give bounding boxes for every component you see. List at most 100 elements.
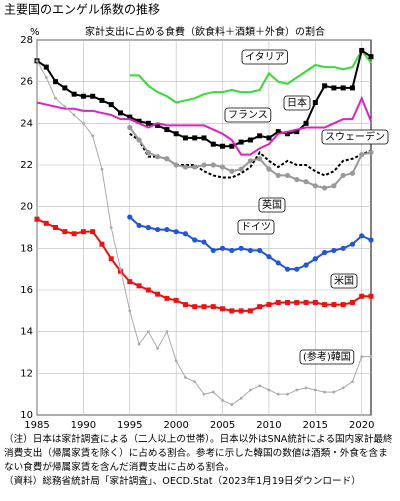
marker — [127, 279, 133, 285]
marker — [349, 241, 356, 247]
marker — [81, 121, 85, 125]
marker — [303, 262, 309, 268]
marker — [340, 85, 346, 91]
marker — [247, 137, 253, 143]
marker — [174, 359, 178, 363]
marker — [99, 97, 105, 103]
marker — [275, 300, 281, 305]
x-tick-label: 2020 — [349, 420, 374, 431]
marker — [219, 245, 226, 251]
marker — [284, 172, 291, 179]
marker — [238, 166, 244, 172]
marker — [351, 380, 354, 384]
marker — [340, 172, 346, 179]
legend-label: フランス — [228, 109, 268, 121]
marker — [266, 135, 272, 141]
marker — [54, 96, 57, 100]
marker — [359, 47, 365, 53]
marker — [368, 293, 374, 299]
marker — [322, 185, 328, 191]
marker — [71, 91, 77, 97]
marker — [238, 308, 244, 314]
marker — [322, 302, 328, 308]
marker — [312, 256, 318, 262]
marker — [257, 133, 263, 139]
marker — [322, 249, 328, 256]
marker — [332, 390, 336, 394]
marker — [257, 247, 263, 254]
marker — [266, 254, 272, 260]
marker — [229, 247, 235, 254]
marker — [136, 283, 142, 289]
series-label: 日本 — [283, 95, 311, 111]
marker — [368, 54, 374, 60]
series-line — [129, 48, 372, 104]
marker — [53, 79, 59, 85]
marker — [90, 93, 96, 99]
marker — [257, 304, 263, 310]
marker — [286, 392, 289, 396]
marker — [128, 309, 132, 313]
marker — [99, 241, 105, 247]
marker — [127, 214, 133, 220]
marker — [294, 176, 300, 183]
marker — [156, 346, 160, 350]
marker — [90, 229, 96, 235]
series-label: ドイツ — [237, 219, 275, 235]
marker — [211, 390, 215, 394]
marker — [145, 149, 151, 156]
marker — [155, 154, 161, 160]
marker — [192, 164, 198, 170]
marker — [182, 135, 188, 141]
marker — [331, 302, 337, 308]
marker — [248, 388, 252, 392]
marker — [202, 392, 206, 396]
marker — [100, 167, 104, 171]
marker — [43, 64, 49, 70]
marker — [312, 100, 318, 105]
legend-label: スウェーデン — [325, 130, 385, 143]
marker — [44, 76, 48, 79]
marker — [210, 247, 216, 254]
label-box — [321, 129, 389, 145]
marker — [359, 293, 365, 299]
x-tick-label: 1990 — [71, 420, 96, 431]
label-box — [258, 197, 286, 213]
marker — [155, 291, 161, 297]
x-tick-label: 2000 — [163, 420, 188, 431]
marker — [276, 392, 280, 396]
marker — [164, 127, 170, 133]
marker — [285, 300, 290, 305]
x-tick-label: 1995 — [117, 420, 142, 431]
marker — [108, 102, 114, 108]
label-box — [330, 273, 358, 289]
marker — [136, 222, 142, 229]
marker — [359, 233, 365, 239]
marker — [173, 229, 179, 235]
marker — [136, 137, 142, 143]
marker — [72, 113, 76, 117]
y-tick-label: 14 — [20, 327, 33, 338]
y-tick-label: 10 — [20, 410, 33, 421]
y-tick-label: 20 — [20, 202, 33, 213]
marker — [275, 172, 281, 179]
marker — [80, 229, 86, 235]
series-label: 英国 — [258, 197, 286, 213]
marker — [136, 118, 142, 124]
marker — [368, 149, 374, 156]
chart-title: 主要国のエンゲル係数の推移 — [4, 2, 160, 17]
marker — [91, 134, 95, 138]
legend-label: イタリア — [245, 51, 285, 63]
marker — [220, 306, 226, 312]
marker — [182, 302, 188, 308]
series-label: イタリア — [241, 49, 289, 65]
marker — [349, 300, 355, 305]
marker — [201, 304, 207, 310]
marker — [192, 304, 198, 310]
marker — [239, 396, 243, 400]
marker — [137, 342, 141, 346]
marker — [193, 380, 197, 384]
marker — [322, 83, 328, 89]
marker — [201, 239, 207, 245]
marker — [294, 129, 300, 135]
